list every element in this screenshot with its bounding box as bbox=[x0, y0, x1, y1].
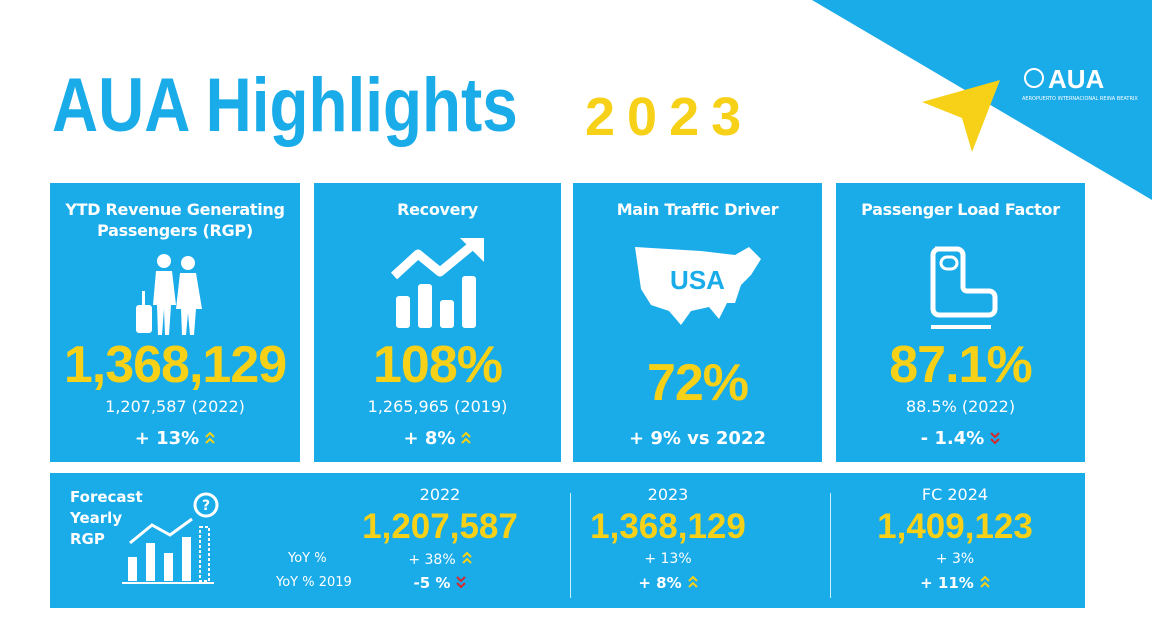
seat-icon bbox=[930, 246, 997, 329]
yoy-2019-text: + 8% bbox=[638, 574, 682, 592]
yoy-2019-text: + 11% bbox=[920, 574, 974, 592]
column-yoy-2019: + 11% bbox=[835, 574, 1075, 593]
travelers-icon bbox=[136, 254, 202, 335]
logo-subtitle: AEROPUERTO INTERNACIONAL REINA BEATRIX bbox=[1022, 96, 1138, 102]
year: 2023 bbox=[585, 87, 754, 147]
card: Main Traffic Driver USA 72% + 9% vs 2022 bbox=[573, 183, 822, 462]
change-text: + 8% bbox=[403, 428, 456, 449]
divider bbox=[570, 493, 571, 598]
chevron bbox=[687, 575, 698, 582]
card-value: 72% bbox=[646, 354, 749, 412]
yoy-text: + 13% bbox=[644, 551, 692, 567]
card-title: YTD Revenue Generating Passengers (RGP) bbox=[65, 200, 285, 240]
chevron bbox=[461, 431, 472, 438]
card-title: Passenger Load Factor bbox=[861, 200, 1060, 219]
card-title: Main Traffic Driver bbox=[616, 200, 779, 219]
row-label: YoY % bbox=[288, 551, 327, 566]
column-yoy-2019: -5 % bbox=[320, 574, 560, 593]
card-compare: 88.5% (2022) bbox=[905, 397, 1016, 416]
trend-arrow-slot bbox=[980, 575, 990, 593]
trend-arrow bbox=[461, 431, 472, 444]
column-yoy-2019: + 8% bbox=[548, 574, 788, 593]
change-text: + 9% vs 2022 bbox=[629, 428, 766, 449]
chevron bbox=[205, 437, 215, 444]
card: Recovery 108% 1,265,965 (2019) + 8% bbox=[314, 183, 561, 462]
logo: AUA bbox=[1048, 64, 1105, 94]
divider bbox=[830, 493, 831, 598]
card-value: 87.1% bbox=[889, 336, 1032, 394]
column-year: 2023 bbox=[647, 485, 689, 504]
column-yoy: + 3% bbox=[835, 551, 1075, 567]
chevron bbox=[687, 581, 698, 588]
trend-arrow-slot bbox=[205, 429, 215, 450]
card-title: Recovery bbox=[397, 200, 478, 219]
card-compare: 1,207,587 (2022) bbox=[105, 397, 245, 416]
card-change: + 13% bbox=[50, 428, 300, 450]
card-change: - 1.4% bbox=[836, 428, 1085, 450]
card-value: 1,368,129 bbox=[63, 336, 287, 394]
card-change: + 8% bbox=[314, 428, 561, 450]
title: AUA Highlights bbox=[52, 63, 518, 148]
trend-arrow bbox=[461, 551, 472, 564]
chevron bbox=[990, 431, 1001, 438]
logo-emblem bbox=[1024, 68, 1044, 88]
forecast-icon: ? bbox=[122, 492, 219, 584]
trend-arrow bbox=[205, 431, 215, 444]
chevron bbox=[980, 581, 990, 588]
chevron bbox=[456, 581, 467, 588]
forecast-panel: Forecast Yearly RGP ? YoY % YoY % 2019 2… bbox=[50, 473, 1085, 608]
trend-arrow-slot bbox=[456, 575, 467, 593]
trend-arrow bbox=[456, 575, 467, 588]
plane-arrow bbox=[922, 80, 1000, 152]
column-value: 1,368,129 bbox=[590, 507, 746, 546]
chevron bbox=[461, 557, 472, 564]
forecast-title: Forecast Yearly RGP bbox=[70, 488, 143, 548]
column-yoy: + 13% bbox=[548, 551, 788, 567]
change-text: - 1.4% bbox=[920, 428, 985, 449]
card: YTD Revenue Generating Passengers (RGP) … bbox=[50, 183, 300, 462]
trend-arrow-slot bbox=[990, 429, 1001, 450]
column-yoy: + 38% bbox=[320, 551, 560, 569]
trend-arrow bbox=[990, 431, 1001, 444]
map-label: USA bbox=[670, 265, 725, 295]
chevron bbox=[980, 575, 990, 582]
growth-icon bbox=[390, 238, 484, 328]
chevron bbox=[461, 437, 472, 444]
trend-arrow-slot bbox=[461, 429, 472, 450]
chevron bbox=[456, 575, 467, 582]
card: Passenger Load Factor 87.1% 88.5% (2022)… bbox=[836, 183, 1085, 462]
column-value: 1,207,587 bbox=[362, 507, 518, 546]
chevron bbox=[205, 431, 215, 438]
card-compare: 1,265,965 (2019) bbox=[367, 397, 508, 416]
trend-arrow-slot bbox=[687, 575, 698, 593]
change-text: + 13% bbox=[134, 428, 200, 449]
trend-arrow bbox=[687, 575, 698, 588]
yoy-text: + 3% bbox=[935, 551, 975, 567]
column-year: FC 2024 bbox=[921, 485, 989, 504]
card-change: + 9% vs 2022 bbox=[573, 428, 822, 449]
yoy-text: + 38% bbox=[408, 552, 456, 568]
trend-arrow bbox=[980, 575, 990, 588]
usa-map bbox=[634, 247, 761, 325]
column-year: 2022 bbox=[419, 485, 461, 504]
column-value: 1,409,123 bbox=[877, 507, 1033, 546]
trend-arrow-slot bbox=[461, 551, 472, 569]
chevron bbox=[461, 551, 472, 558]
row-label: YoY % 2019 bbox=[276, 575, 352, 590]
chevron bbox=[990, 437, 1001, 444]
svg-text:?: ? bbox=[202, 498, 210, 514]
yoy-2019-text: -5 % bbox=[413, 574, 451, 592]
card-value: 108% bbox=[373, 336, 503, 394]
